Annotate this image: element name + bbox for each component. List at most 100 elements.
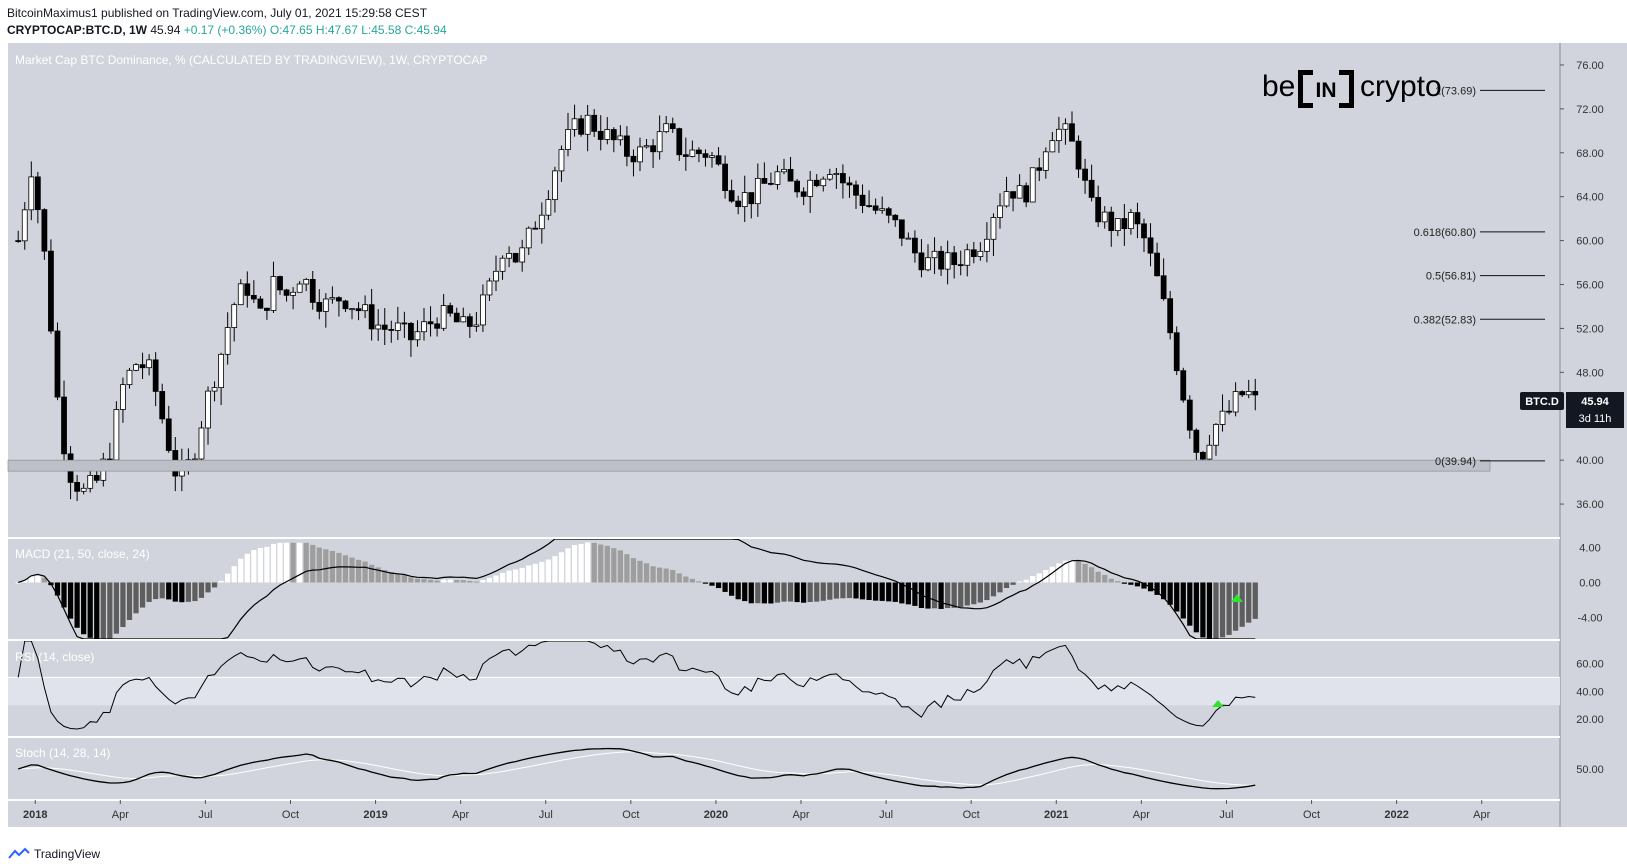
candle-body (316, 301, 323, 312)
candle-body (545, 199, 552, 216)
candle-body (1075, 140, 1082, 170)
macd-hist-bar (892, 582, 898, 602)
candle-body (663, 123, 670, 133)
candle-body (1029, 167, 1036, 203)
candle-body (1114, 218, 1121, 232)
x-tick-label: 2018 (23, 809, 47, 821)
candle-body (807, 179, 814, 197)
candle-body (905, 237, 912, 240)
low-value: L:45.58 (361, 23, 402, 37)
macd-hist-bar (519, 567, 525, 583)
macd-hist-bar (840, 582, 846, 599)
macd-hist-bar (1193, 582, 1199, 633)
candle-body (892, 214, 899, 221)
macd-hist-bar (526, 565, 532, 583)
macd-hist-bar (388, 572, 394, 583)
fib-label: 1(73.69) (1435, 85, 1476, 97)
candle-body (984, 238, 990, 252)
macd-hist-bar (473, 581, 479, 583)
macd-hist-bar (971, 582, 977, 605)
x-tick-label: Jul (539, 809, 553, 821)
macd-hist-bar (231, 566, 237, 583)
candle-body (676, 128, 683, 156)
macd-hist-bar (395, 573, 401, 583)
candle-body (1088, 179, 1095, 198)
candle-body (748, 192, 755, 205)
macd-hist-bar (323, 549, 329, 583)
candle-body (1226, 410, 1232, 413)
candle-body (709, 155, 715, 158)
macd-hist-bar (899, 582, 905, 604)
candle-body (152, 359, 159, 392)
macd-hist-bar (709, 582, 715, 586)
candle-body (349, 308, 355, 311)
macd-hist-bar (866, 582, 872, 600)
macd-hist-bar (591, 542, 597, 583)
symbol-ohlc-line: CRYPTOCAP:BTC.D, 1W 45.94 +0.17 (+0.36%)… (7, 23, 447, 37)
candle-body (126, 369, 133, 386)
candle-body (925, 257, 931, 271)
macd-hist-bar (729, 582, 735, 596)
rsi-title: RSI (14, close) (15, 650, 94, 664)
candle-body (192, 458, 198, 461)
candle-body (224, 327, 231, 355)
macd-hist-bar (617, 550, 623, 583)
candle-body (1042, 151, 1049, 171)
candle-body (624, 135, 630, 157)
macd-hist-bar (35, 575, 41, 583)
candle-body (656, 131, 663, 153)
candle-body (1252, 390, 1259, 396)
tradingview-brand: TradingView (34, 847, 101, 861)
rsi-tick-label: 20.00 (1576, 714, 1604, 726)
candle-body (813, 179, 820, 187)
macd-hist-bar (205, 582, 211, 593)
macd-hist-bar (270, 543, 277, 583)
candle-body (15, 240, 22, 243)
candle-body (1173, 332, 1180, 372)
macd-hist-bar (185, 582, 192, 602)
candle-body (1232, 391, 1239, 413)
candle-body (990, 217, 997, 240)
macd-hist-bar (912, 582, 918, 606)
fib-label: 0(39.94) (1435, 456, 1476, 468)
candle-body (1128, 212, 1134, 230)
macd-hist-bar (1206, 582, 1213, 640)
macd-hist-bar (297, 542, 303, 583)
candle-body (820, 178, 827, 187)
candle-body (493, 270, 499, 282)
macd-hist-bar (61, 582, 67, 608)
candle-body (781, 168, 787, 173)
candle-body (231, 304, 238, 328)
candle-body (414, 331, 421, 341)
macd-hist-bar (1108, 578, 1114, 583)
candle-body (277, 276, 283, 291)
macd-hist-bar (794, 582, 800, 603)
candle-body (1121, 218, 1128, 230)
candle-body (1245, 390, 1252, 396)
candle-body (879, 208, 886, 211)
stoch-k-line (18, 747, 1256, 790)
macd-hist-bar (22, 580, 28, 583)
candle-body (1101, 211, 1108, 223)
macd-hist-bar (545, 559, 551, 583)
macd-hist-bar (905, 582, 911, 605)
y-tick-label: 68.00 (1576, 148, 1604, 160)
rsi-tick-label: 40.00 (1576, 686, 1604, 698)
macd-hist-bar (54, 582, 61, 596)
candle-body (702, 153, 709, 158)
candle-body (342, 300, 349, 310)
x-tick-label: Oct (1303, 809, 1320, 821)
candle-body (970, 249, 977, 257)
macd-hist-bar (159, 582, 165, 599)
candle-body (1082, 168, 1088, 181)
candle-body (329, 297, 336, 300)
macd-hist-bar (958, 582, 964, 608)
candle-body (951, 252, 958, 266)
macd-hist-bar (1252, 582, 1258, 619)
candle-body (460, 316, 467, 323)
macd-hist-bar (1187, 582, 1193, 626)
macd-hist-bar (113, 582, 120, 634)
candle-body (211, 387, 218, 392)
svg-text:crypto: crypto (1360, 70, 1442, 103)
